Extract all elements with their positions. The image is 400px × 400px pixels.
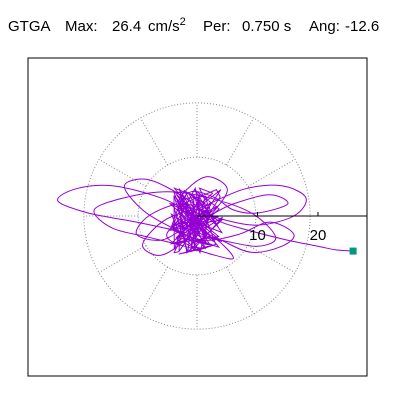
plot-frame [27, 57, 368, 377]
angle-label: Ang: [309, 18, 340, 35]
grid-spoke [247, 244, 296, 274]
max-unit-exponent: 2 [179, 16, 186, 28]
grid-spoke [225, 266, 255, 315]
angle-value: -12.6 [345, 18, 380, 35]
max-label: Max: [65, 18, 98, 35]
grid-spoke [225, 117, 255, 166]
max-unit: cm/s2 [148, 16, 186, 35]
period-label: Per: [203, 18, 231, 35]
radial-axis: 10 20 [197, 212, 367, 244]
grid-spoke [247, 158, 296, 188]
radial-tick-label: 10 [249, 227, 266, 244]
grid-spoke [139, 117, 169, 166]
motion-trace-core [168, 186, 224, 255]
max-value: 26.4 [112, 18, 142, 35]
period-value: 0.750 s [242, 18, 292, 35]
motion-trace-layer [57, 176, 354, 260]
plot-header: GTGA Max: 26.4 cm/s2 Per: 0.750 s Ang: -… [0, 16, 400, 38]
marker-layer [349, 247, 357, 255]
station-code: GTGA [8, 18, 51, 35]
grid-spoke [98, 244, 147, 274]
radial-tick-label: 20 [310, 227, 327, 244]
grid-spoke [139, 266, 169, 315]
grid-spoke [98, 158, 147, 188]
trace-end-marker [349, 247, 357, 255]
